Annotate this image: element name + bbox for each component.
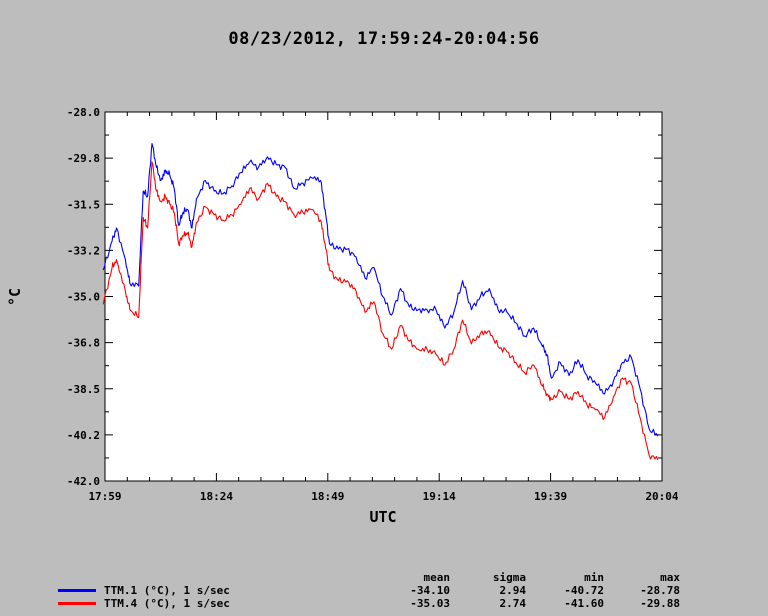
legend-label-ttm4: TTM.4 (°C), 1 s/sec <box>104 597 230 610</box>
tick-labels: -28.0 -29.8 -31.5 -33.2 -35.0 -36.8 -38.5 -40.2… <box>67 106 679 503</box>
x-tick-label: 19:14 <box>423 490 456 503</box>
x-tick-label: 18:49 <box>311 490 344 503</box>
header-sigma: sigma <box>492 571 526 584</box>
x-tick-label: 19:39 <box>534 490 567 503</box>
mean-ttm4: -35.03 <box>410 597 450 610</box>
stats-header-row: mean sigma min max <box>58 571 698 584</box>
x-axis-title: UTC <box>369 508 396 526</box>
min-ttm4: -41.60 <box>564 597 604 610</box>
min-ttm1: -40.72 <box>564 584 604 597</box>
legend-swatch-ttm1 <box>58 589 96 592</box>
sigma-ttm4: 2.74 <box>499 597 527 610</box>
y-tick-label: -35.0 <box>67 291 100 304</box>
series-line-ttm1 <box>102 143 659 437</box>
sigma-ttm1: 2.94 <box>499 584 527 597</box>
y-tick-label: -31.5 <box>67 198 100 211</box>
max-ttm1: -28.78 <box>640 584 680 597</box>
x-tick-label: 18:24 <box>200 490 233 503</box>
y-tick-label: -36.8 <box>67 337 100 350</box>
y-axis-title: °C <box>6 288 24 306</box>
stats-legend: mean sigma min max TTM.1 (°C), 1 s/sec -… <box>58 571 698 610</box>
y-tick-label: -28.0 <box>67 106 100 119</box>
line-chart: -28.0 -29.8 -31.5 -33.2 -35.0 -36.8 -38.5 -40.2… <box>6 106 679 526</box>
legend-label-ttm1: TTM.1 (°C), 1 s/sec <box>104 584 230 597</box>
series-layer <box>102 143 659 461</box>
y-tick-label: -42.0 <box>67 475 100 488</box>
legend-swatch-ttm4 <box>58 602 96 605</box>
stats-row-ttm4: TTM.4 (°C), 1 s/sec -35.03 2.74 -41.60 -… <box>58 597 698 610</box>
header-mean: mean <box>423 571 451 584</box>
y-tick-label: -33.2 <box>67 244 100 257</box>
max-ttm4: -29.88 <box>640 597 680 610</box>
header-max: max <box>660 571 680 584</box>
mean-ttm1: -34.10 <box>410 584 450 597</box>
chart-title: 08/23/2012, 17:59:24-20:04:56 <box>228 29 540 49</box>
x-tick-label: 17:59 <box>88 490 121 503</box>
y-tick-label: -29.8 <box>67 152 100 165</box>
y-tick-label: -40.2 <box>67 429 100 442</box>
x-tick-label: 20:04 <box>645 490 678 503</box>
stats-row-ttm1: TTM.1 (°C), 1 s/sec -34.10 2.94 -40.72 -… <box>58 584 698 597</box>
series-line-ttm4 <box>102 161 659 461</box>
axis-ticks <box>104 111 663 482</box>
y-tick-label: -38.5 <box>67 383 100 396</box>
header-min: min <box>584 571 604 584</box>
